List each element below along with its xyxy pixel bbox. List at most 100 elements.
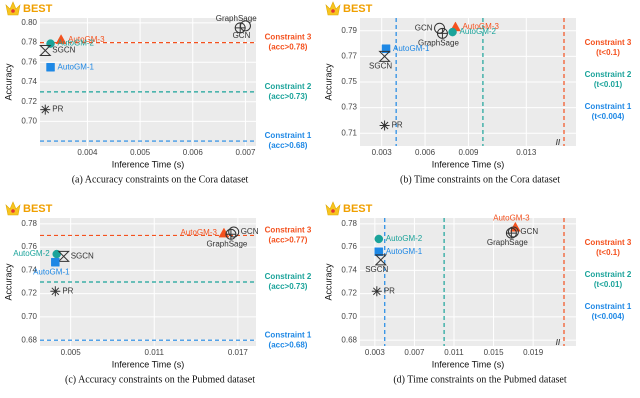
data-point [239, 20, 251, 32]
crown-gem [11, 9, 15, 13]
constraint-name: Constraint 1 [265, 330, 312, 339]
axis-break: // [556, 138, 561, 147]
x-tick-label: 0.019 [523, 348, 544, 357]
point-label: SGCN [52, 46, 75, 55]
y-tick-label: 0.75 [341, 77, 357, 86]
point-label: AutoGM-2 [13, 249, 50, 258]
y-axis-label: Accuracy [323, 63, 333, 101]
data-point [51, 257, 60, 267]
constraint-condition: (t<0.01) [594, 80, 623, 89]
crown-icon [5, 1, 21, 16]
data-point [436, 27, 448, 39]
y-tick-label: 0.78 [21, 38, 37, 47]
constraint-name: Constraint 2 [585, 270, 632, 279]
point-label: SGCN [365, 265, 388, 274]
y-tick-label: 0.78 [21, 219, 37, 228]
data-point [374, 234, 384, 244]
point-label: AutoGM-2 [58, 39, 95, 48]
caption: (b) Time constraints on the Cora dataset [400, 174, 560, 185]
point-label: SGCN [71, 252, 94, 261]
data-point [40, 104, 51, 115]
crown-icon [5, 201, 21, 216]
data-point [225, 228, 237, 240]
y-tick-label: 0.72 [21, 289, 37, 298]
crown-gem [11, 209, 15, 213]
y-axis-label: Accuracy [3, 263, 13, 301]
point-label: AutoGM-1 [393, 44, 430, 53]
point-label: PR [392, 121, 403, 130]
x-tick-label: 0.007 [235, 148, 256, 157]
y-tick-label: 0.70 [341, 312, 357, 321]
plot-background [360, 218, 576, 346]
constraint-condition: (acc>0.68) [269, 141, 308, 150]
constraint-name: Constraint 3 [585, 238, 632, 247]
constraint-condition: (acc>0.68) [269, 340, 308, 349]
x-axis-label: Inference Time (s) [112, 159, 185, 169]
point-label: PR [62, 286, 73, 295]
x-tick-label: 0.009 [458, 148, 479, 157]
crown-gem [331, 209, 335, 213]
point-label: SGCN [369, 62, 392, 71]
constraint-name: Constraint 3 [265, 226, 312, 235]
point-label: GraphSage [216, 14, 257, 23]
data-point [448, 27, 457, 37]
constraint-condition: (acc>0.73) [269, 282, 308, 291]
constraint-name: Constraint 3 [265, 33, 312, 42]
badge-label: BEST [343, 3, 373, 15]
data-point [46, 62, 55, 72]
constraint-name: Constraint 1 [585, 302, 632, 311]
data-point [55, 34, 67, 44]
y-tick-label: 0.74 [341, 265, 357, 274]
y-tick-label: 0.76 [341, 242, 357, 251]
x-tick-label: 0.003 [365, 348, 386, 357]
data-point [434, 22, 446, 34]
x-tick-label: 0.007 [404, 348, 425, 357]
point-label: AutoGM-3 [493, 213, 530, 222]
constraint-name: Constraint 2 [265, 272, 312, 281]
y-tick-label: 0.78 [341, 219, 357, 228]
data-point [507, 226, 519, 238]
crown-gem [331, 9, 335, 13]
x-tick-label: 0.006 [415, 148, 436, 157]
point-label: GCN [415, 23, 433, 32]
y-tick-label: 0.70 [21, 116, 37, 125]
y-axis-label: Accuracy [323, 263, 333, 301]
y-tick-label: 0.73 [341, 103, 357, 112]
point-label: AutoGM-1 [33, 267, 70, 276]
x-axis-label: Inference Time (s) [432, 359, 505, 369]
badge-label: BEST [23, 3, 53, 15]
y-tick-label: 0.76 [21, 242, 37, 251]
badge-label: BEST [343, 203, 373, 215]
x-tick-label: 0.004 [77, 148, 98, 157]
data-point [381, 44, 391, 53]
axis-break: // [556, 338, 561, 347]
x-tick-label: 0.015 [484, 348, 505, 357]
y-tick-label: 0.71 [341, 128, 357, 137]
constraint-name: Constraint 2 [265, 82, 312, 91]
x-axis-label: Inference Time (s) [432, 159, 505, 169]
data-point [379, 120, 390, 131]
y-tick-label: 0.70 [21, 312, 37, 321]
point-label: GraphSage [206, 239, 247, 248]
x-tick-label: 0.005 [130, 148, 151, 157]
constraint-condition: (acc>0.73) [269, 92, 308, 101]
x-tick-label: 0.005 [61, 348, 82, 357]
point-label: AutoGM-3 [180, 228, 217, 237]
point-label: PR [384, 286, 395, 295]
y-tick-label: 0.77 [341, 52, 357, 61]
y-tick-label: 0.74 [21, 77, 37, 86]
constraint-condition: (t<0.1) [596, 248, 620, 257]
point-label: GCN [241, 227, 259, 236]
constraint-condition: (t<0.004) [592, 112, 625, 121]
y-tick-label: 0.68 [21, 335, 37, 344]
x-tick-label: 0.003 [372, 148, 393, 157]
point-label: GCN [233, 31, 251, 40]
constraint-name: Constraint 1 [585, 102, 632, 111]
x-tick-label: 0.011 [444, 348, 464, 357]
point-label: AutoGM-3 [462, 22, 499, 31]
y-tick-label: 0.74 [21, 265, 37, 274]
point-label: AutoGM-1 [386, 247, 423, 256]
constraint-name: Constraint 2 [585, 70, 632, 79]
y-tick-label: 0.79 [341, 26, 357, 35]
